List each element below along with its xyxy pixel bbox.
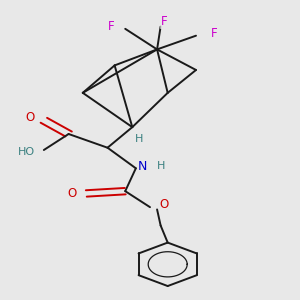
Text: H: H <box>135 134 144 144</box>
Text: O: O <box>25 112 34 124</box>
Text: O: O <box>160 198 169 212</box>
Text: H: H <box>156 161 165 171</box>
Text: F: F <box>108 20 114 33</box>
Text: O: O <box>68 187 77 200</box>
Text: HO: HO <box>18 147 35 157</box>
Text: N: N <box>138 160 148 172</box>
Text: F: F <box>161 16 167 28</box>
Text: F: F <box>210 27 217 40</box>
